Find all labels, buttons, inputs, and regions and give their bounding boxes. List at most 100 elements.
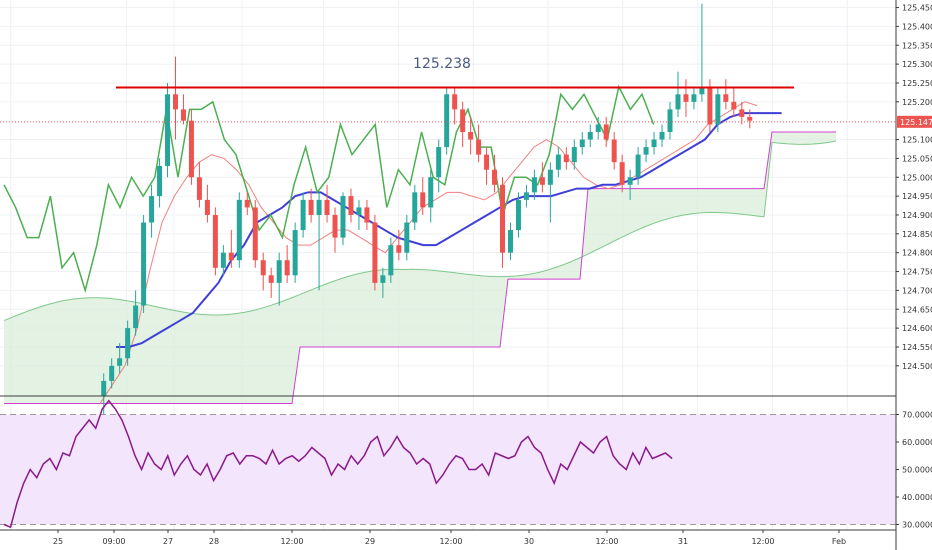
y-tick-label: 125.350 [902, 41, 932, 50]
candle-body [260, 260, 266, 276]
candle-body [444, 94, 450, 148]
candle-body [555, 154, 561, 170]
y-tick-label: 125.100 [902, 136, 932, 145]
candle-body [348, 196, 354, 215]
chikou-line [3, 84, 655, 294]
candle-body [707, 86, 713, 125]
candle-body [683, 94, 689, 102]
candle-body [101, 380, 107, 396]
candle-body [149, 196, 155, 223]
candle-body [436, 147, 442, 178]
candle-body [396, 245, 402, 253]
rsi-panel [0, 399, 896, 529]
candle-body [125, 328, 131, 359]
candle-body [356, 207, 362, 215]
x-tick-label: 30 [524, 537, 534, 546]
x-tick-label: 12:00 [439, 537, 462, 546]
rsi-tick-label: 40.0000 [902, 493, 932, 502]
candle-body [468, 132, 474, 140]
candle-body [324, 199, 330, 215]
candle-body [587, 132, 593, 140]
candle-body [412, 192, 418, 223]
rsi-tick-label: 60.0000 [902, 438, 932, 447]
candle-body [492, 169, 498, 185]
candlesticks [101, 3, 753, 442]
candle-body [667, 109, 673, 132]
candle-body [539, 177, 545, 185]
candle-body [595, 124, 601, 132]
candle-body [372, 222, 378, 283]
y-tick-label: 124.850 [902, 230, 932, 239]
overlays [0, 86, 896, 123]
x-tick-label: 25 [53, 537, 63, 546]
candle-body [675, 94, 681, 110]
candle-body [547, 169, 553, 185]
candle-body [109, 365, 115, 381]
candle-body [523, 192, 529, 200]
candle-body [188, 120, 194, 178]
y-tick-label: 125.050 [902, 154, 932, 163]
candle-body [316, 199, 322, 215]
candle-body [276, 260, 282, 283]
candle-body [739, 109, 745, 117]
rsi-line [3, 399, 673, 529]
candle-body [236, 199, 242, 261]
candle-body [619, 162, 625, 185]
y-tick-label: 124.550 [902, 343, 932, 352]
candle-body [731, 101, 737, 110]
candle-body [332, 214, 338, 238]
candle-body [212, 214, 218, 268]
x-tick-label: 12:00 [751, 537, 774, 546]
x-tick-label: 12:00 [595, 537, 618, 546]
candle-body [500, 184, 506, 253]
rsi-tick-label: 50.0000 [902, 466, 932, 475]
candle-body [723, 94, 729, 102]
candle-body [531, 177, 537, 193]
candle-body [300, 199, 306, 231]
candle-body [284, 260, 290, 276]
y-tick-label: 124.900 [902, 211, 932, 220]
y-tick-label: 124.700 [902, 286, 932, 295]
last-price-badge [897, 115, 932, 128]
y-tick-label: 124.950 [902, 192, 932, 201]
candle-body [268, 275, 274, 283]
candle-body [603, 124, 609, 140]
candle-body [220, 252, 226, 268]
candle-body [308, 199, 314, 215]
candle-body [420, 192, 426, 208]
y-tick-label: 125.250 [902, 79, 932, 88]
y-tick-label: 124.650 [902, 305, 932, 314]
candle-body [172, 94, 178, 110]
candle-body [659, 132, 665, 140]
candle-body [476, 139, 482, 155]
x-tick-label: 09:00 [102, 537, 125, 546]
x-tick-label: 27 [163, 537, 173, 546]
candle-body [133, 305, 139, 329]
candle-body [428, 177, 434, 208]
x-tick-label: 28 [209, 537, 219, 546]
candle-body [204, 199, 210, 215]
kijun-line [116, 112, 782, 348]
candle-body [404, 222, 410, 253]
candle-body [117, 358, 123, 366]
ichimoku-cloud [3, 131, 837, 405]
candle-body [340, 196, 346, 238]
candle-body [563, 154, 569, 163]
y-tick-label: 125.450 [902, 4, 932, 13]
candle-body [460, 109, 466, 132]
candle-body [141, 222, 147, 306]
candle-body [507, 230, 513, 253]
y-tick-label: 125.000 [902, 173, 932, 182]
candle-body [380, 275, 386, 283]
senkou-span-b-line [4, 131, 836, 405]
candle-body [715, 94, 721, 125]
x-tick-label: Feb [832, 537, 846, 546]
y-tick-label: 124.800 [902, 249, 932, 258]
candle-body [228, 252, 234, 261]
candle-body [691, 94, 697, 102]
last-price-label: 125.147 [900, 118, 932, 127]
y-tick-label: 125.400 [902, 22, 932, 31]
x-tick-label: 31 [678, 537, 688, 546]
